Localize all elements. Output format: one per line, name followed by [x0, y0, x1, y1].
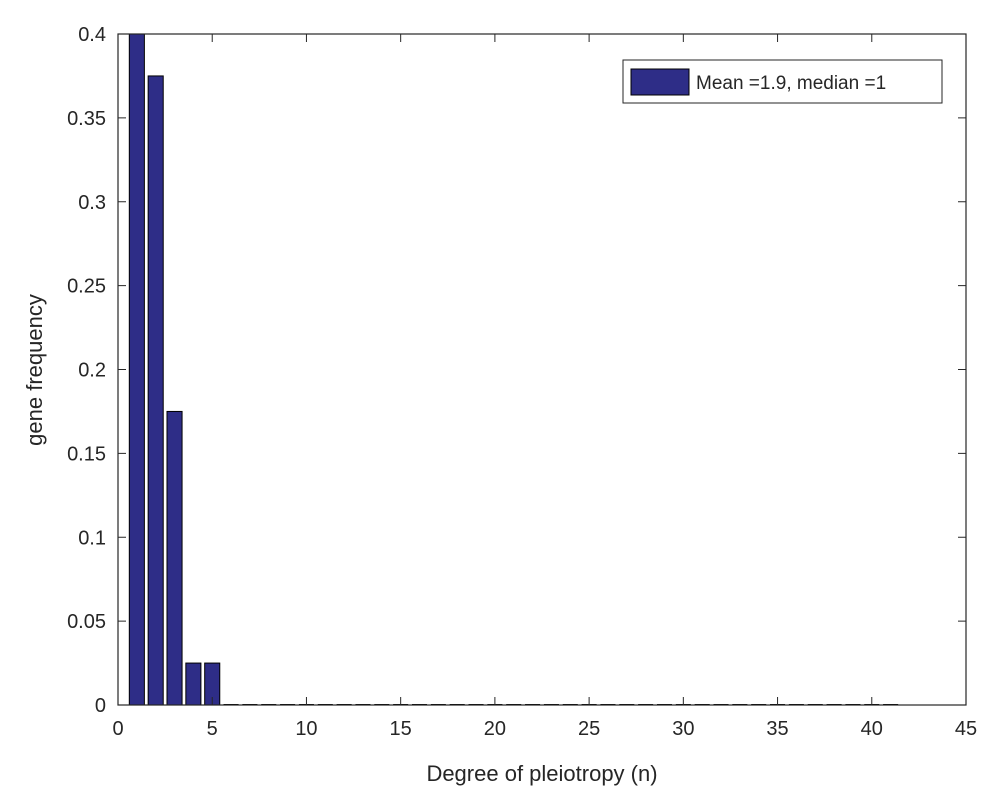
y-tick-labels: 0 0.05 0.1 0.15 0.2 0.25 0.3 0.35 0.4 [67, 24, 106, 717]
x-tick-label: 25 [578, 718, 600, 740]
x-tick-labels: 0 5 10 15 20 25 30 35 40 45 [112, 718, 977, 740]
legend-entry-label: Mean =1.9, median =1 [696, 73, 886, 94]
ticks-layer [117, 33, 967, 706]
bar [166, 410, 183, 706]
y-tick-label: 0.05 [67, 611, 106, 633]
y-tick-label: 0 [95, 695, 106, 717]
y-tick-label: 0.25 [67, 276, 106, 298]
plot-frame [117, 33, 967, 706]
x-tick-label: 15 [390, 718, 412, 740]
legend-swatch [630, 68, 690, 96]
y-tick-label: 0.4 [78, 24, 106, 46]
bar [128, 33, 145, 706]
x-tick-label: 0 [112, 718, 123, 740]
x-tick-label: 10 [295, 718, 317, 740]
bar [147, 75, 164, 706]
x-tick-label: 35 [766, 718, 788, 740]
bars-layer [128, 33, 899, 706]
x-tick-label: 5 [207, 718, 218, 740]
y-tick-label: 0.2 [78, 360, 106, 382]
x-tick-label: 45 [955, 718, 977, 740]
legend: Mean =1.9, median =1 [622, 59, 943, 104]
y-tick-label: 0.15 [67, 443, 106, 465]
y-axis-label: gene frequency [22, 294, 47, 446]
y-tick-label: 0.1 [78, 527, 106, 549]
x-tick-label: 20 [484, 718, 506, 740]
bar [185, 662, 202, 706]
x-tick-label: 40 [861, 718, 883, 740]
x-axis-label: Degree of pleiotropy (n) [426, 761, 657, 786]
y-tick-label: 0.35 [67, 108, 106, 130]
x-tick-label: 30 [672, 718, 694, 740]
y-tick-label: 0.3 [78, 192, 106, 214]
